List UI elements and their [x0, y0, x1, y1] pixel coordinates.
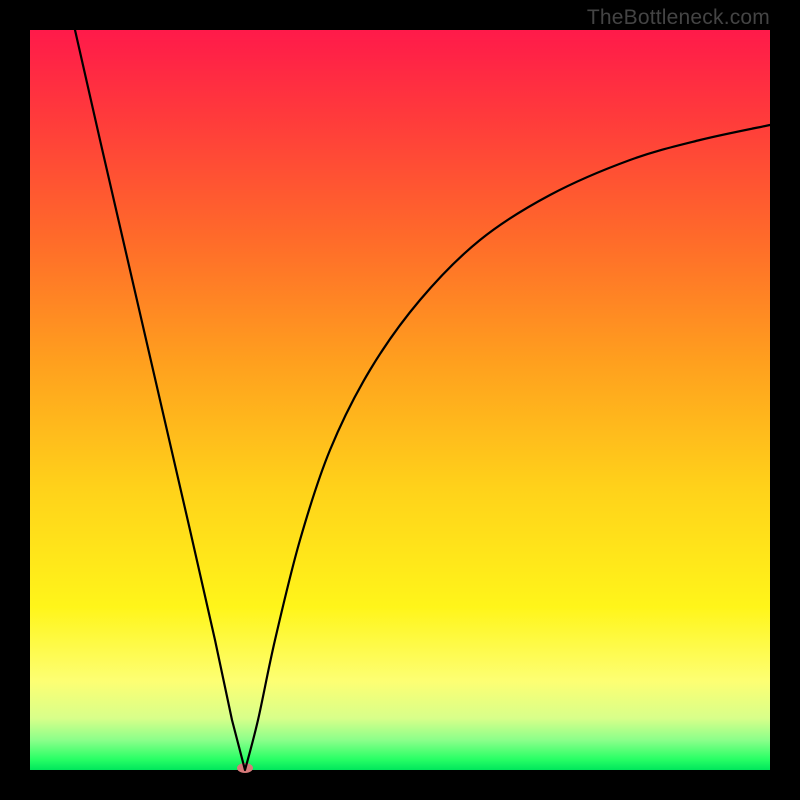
bottleneck-curve — [75, 30, 770, 770]
chart-frame: TheBottleneck.com — [0, 0, 800, 800]
bottleneck-curve-layer — [0, 0, 800, 800]
watermark-text: TheBottleneck.com — [587, 6, 770, 30]
